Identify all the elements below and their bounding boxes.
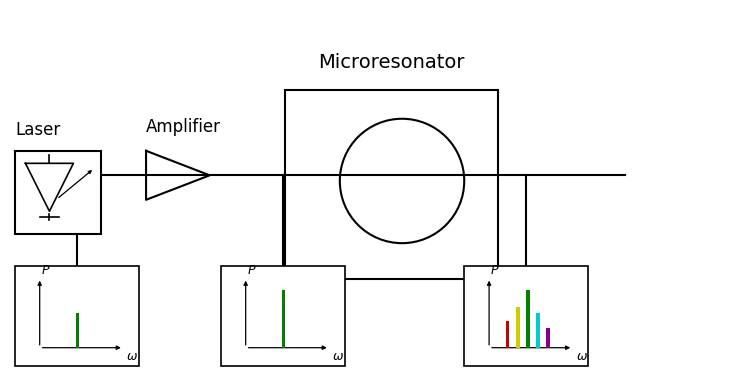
Bar: [76, 313, 79, 348]
Text: Amplifier: Amplifier: [146, 118, 221, 136]
Text: $\omega$: $\omega$: [575, 350, 587, 363]
Text: $P$: $P$: [247, 264, 256, 277]
Bar: [15, 151, 101, 234]
Bar: [536, 313, 540, 348]
Text: Laser: Laser: [15, 121, 60, 139]
Bar: [282, 290, 285, 348]
Bar: [526, 290, 530, 348]
Text: $\omega$: $\omega$: [126, 350, 138, 363]
Text: $\omega$: $\omega$: [333, 350, 344, 363]
Bar: [516, 307, 520, 348]
Bar: [546, 328, 550, 348]
Bar: [506, 321, 509, 348]
Bar: [464, 266, 588, 366]
Bar: [285, 90, 498, 279]
Text: $P$: $P$: [491, 264, 500, 277]
Bar: [221, 266, 345, 366]
Bar: [15, 266, 139, 366]
Text: Microresonator: Microresonator: [318, 53, 464, 72]
Text: $P$: $P$: [41, 264, 50, 277]
